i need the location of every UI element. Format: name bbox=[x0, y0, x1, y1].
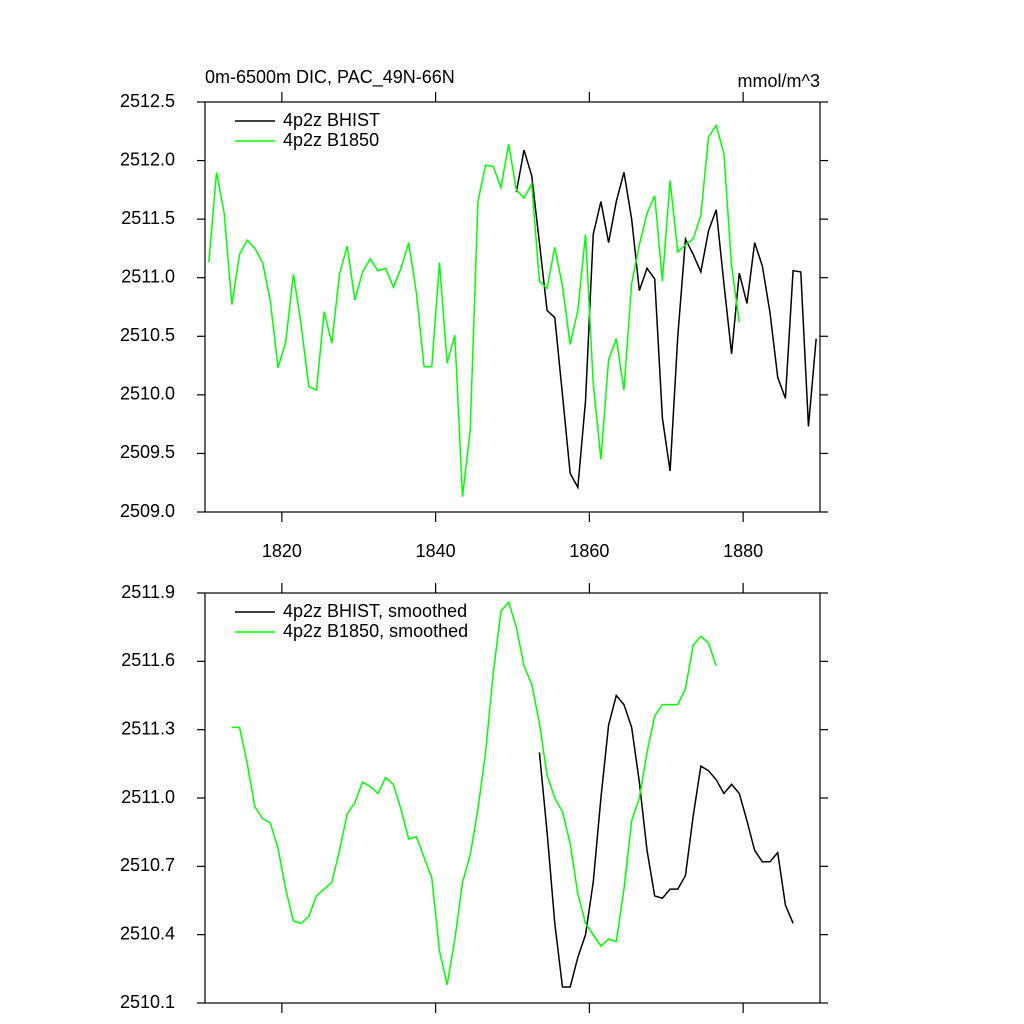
data-line bbox=[515, 149, 817, 490]
y-tick-label: 2510.0 bbox=[120, 384, 175, 404]
x-tick-label: 1860 bbox=[569, 541, 609, 561]
legend-label: 4p2z BHIST, smoothed bbox=[283, 601, 467, 621]
y-tick-label: 2511.6 bbox=[121, 650, 175, 670]
y-tick-label: 2510.1 bbox=[120, 992, 175, 1012]
y-tick-label: 2512.0 bbox=[120, 149, 175, 169]
y-tick-label: 2509.0 bbox=[120, 501, 175, 521]
x-tick-label: 1880 bbox=[723, 541, 763, 561]
y-tick-label: 2510.7 bbox=[120, 855, 175, 875]
legend-label: 4p2z B1850 bbox=[283, 130, 379, 150]
y-tick-label: 2511.0 bbox=[121, 787, 175, 807]
y-tick-label: 2510.4 bbox=[120, 923, 175, 943]
plot-frame bbox=[204, 101, 821, 513]
y-tick-label: 2511.9 bbox=[121, 582, 175, 602]
y-tick-label: 2511.0 bbox=[121, 266, 175, 286]
y-tick-label: 2511.5 bbox=[121, 208, 175, 228]
data-line bbox=[231, 600, 717, 985]
y-tick-label: 2511.3 bbox=[121, 718, 175, 738]
y-tick-label: 2512.5 bbox=[120, 91, 175, 111]
legend-label: 4p2z BHIST bbox=[283, 110, 380, 130]
x-tick-label: 1820 bbox=[262, 541, 302, 561]
plot-frame bbox=[204, 592, 821, 1004]
chart-title: 0m-6500m DIC, PAC_49N-66N bbox=[205, 67, 455, 88]
y-tick-label: 2510.5 bbox=[120, 325, 175, 345]
x-tick-label: 1840 bbox=[416, 541, 456, 561]
units-label: mmol/m^3 bbox=[738, 71, 820, 91]
data-line bbox=[538, 693, 794, 988]
legend-label: 4p2z B1850, smoothed bbox=[283, 621, 468, 641]
data-line bbox=[208, 123, 741, 497]
y-tick-label: 2509.5 bbox=[120, 442, 175, 462]
